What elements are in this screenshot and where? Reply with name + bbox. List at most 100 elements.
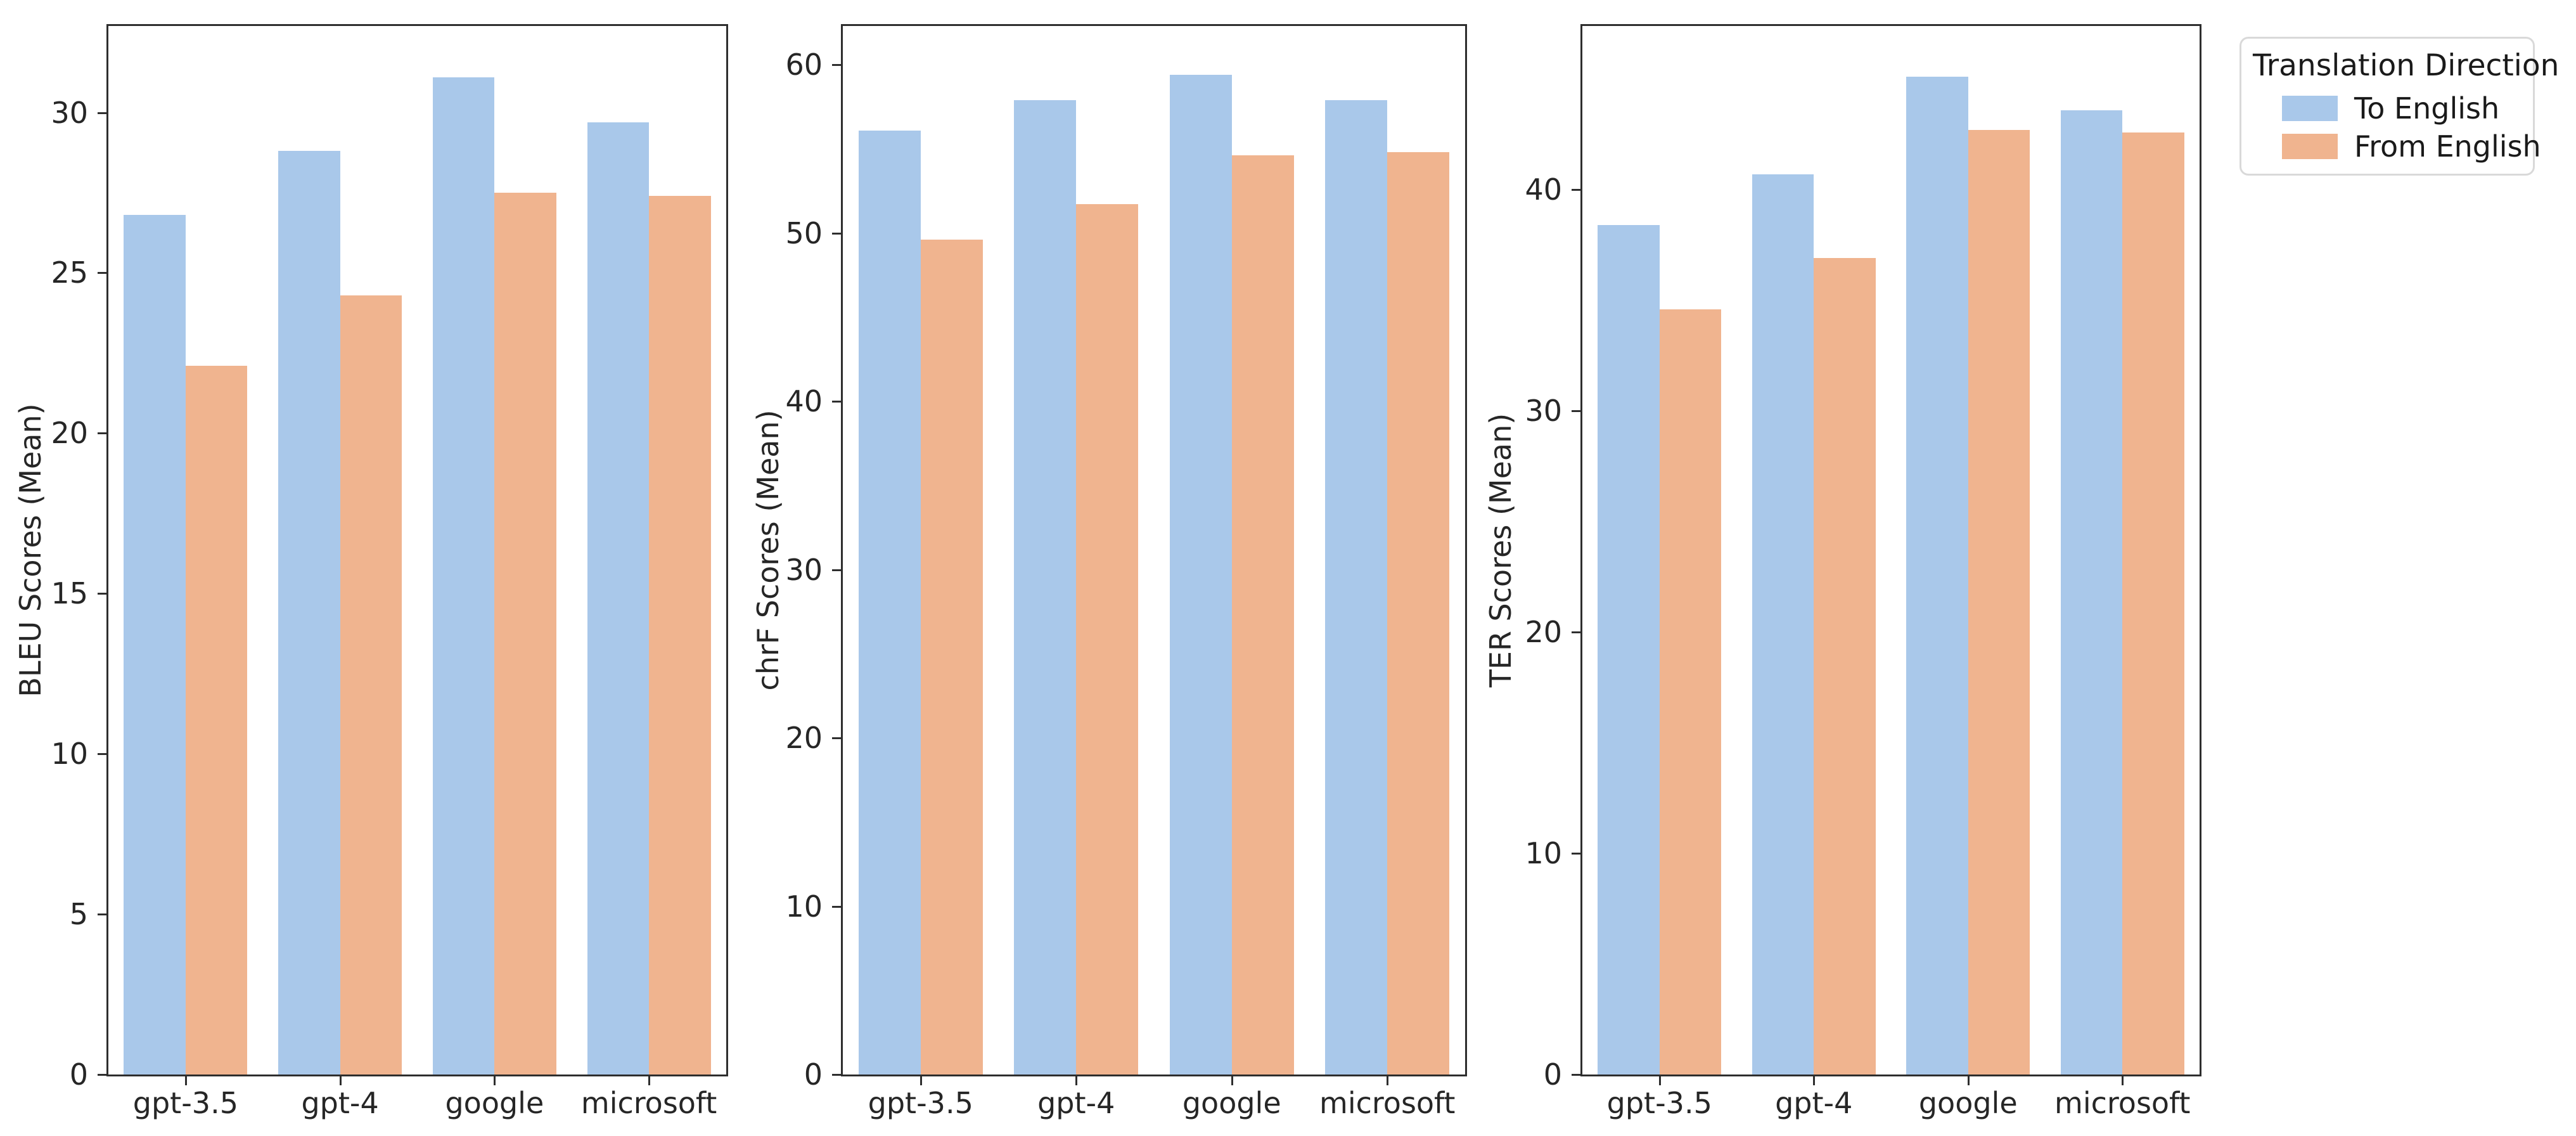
x-axis-tick [1658,1076,1661,1085]
bar-to-english-microsoft [587,122,650,1075]
y-axis-tick [98,593,106,595]
y-axis-label-bleu: BLEU Scores (Mean) [13,403,48,697]
y-axis-tick [1572,631,1580,634]
y-axis-tick [832,905,841,908]
x-axis-category-label: microsoft [1319,1086,1456,1120]
y-axis-tick-label: 20 [1525,615,1562,650]
y-axis-tick-label: 10 [785,889,823,924]
bar-from-english-microsoft [2122,132,2184,1075]
y-axis-tick-label: 10 [51,737,88,771]
y-axis-tick-label: 15 [51,576,88,611]
y-axis-tick-label: 50 [785,216,823,250]
y-axis-tick [98,1074,106,1076]
y-axis-tick-label: 30 [51,95,88,130]
x-axis-category-label: gpt-4 [1037,1086,1115,1120]
to-english-swatch-icon [2282,95,2338,121]
bar-to-english-google [1169,75,1232,1075]
y-axis-tick [832,64,841,67]
bar-to-english-gpt-3.5 [124,215,186,1075]
bar-from-english-google [1231,155,1294,1075]
y-axis-tick [832,232,841,235]
y-axis-tick-label: 60 [785,48,823,82]
x-axis-tick [1967,1076,1970,1085]
y-axis-tick-label: 40 [1525,172,1562,207]
x-axis-category-label: microsoft [2054,1086,2191,1120]
x-axis-tick [1231,1076,1233,1085]
y-axis-tick-label: 40 [785,384,823,419]
bar-to-english-gpt-3.5 [858,130,921,1075]
x-axis-tick [339,1076,342,1085]
bleu-bar-chart: 0 5 10 15 20 25 30 gpt-3.5 gpt-4 google microsoft [51,24,728,1118]
x-axis-tick [184,1076,187,1085]
x-axis-tick [1387,1076,1389,1085]
bar-to-english-gpt-4 [1752,174,1814,1075]
y-axis-tick [832,401,841,403]
bar-from-english-google [1968,130,2030,1075]
y-axis-tick [98,753,106,756]
y-axis-tick-label: 0 [1543,1057,1562,1092]
bar-from-english-gpt-3.5 [920,240,983,1075]
bar-to-english-gpt-4 [278,151,340,1075]
bar-from-english-microsoft [649,196,711,1075]
bar-from-english-gpt-4 [1076,204,1139,1075]
y-axis-tick [1572,189,1580,191]
legend-label: From English [2354,129,2541,164]
legend-item-from-english: From English [2253,132,2541,161]
x-axis-category-label: gpt-3.5 [868,1086,973,1120]
bar-to-english-gpt-4 [1014,100,1077,1075]
y-axis-label-chrf: chrF Scores (Mean) [751,410,785,691]
bar-from-english-gpt-4 [1814,258,1876,1075]
x-axis-category-label: gpt-3.5 [1606,1086,1712,1120]
y-axis-tick [98,913,106,916]
y-axis-tick-label: 20 [785,721,823,756]
x-axis-category-label: google [445,1086,544,1120]
y-axis-tick-label: 5 [69,897,88,932]
y-axis-tick-label: 10 [1525,836,1562,871]
x-axis-category-label: google [1918,1086,2018,1120]
y-axis-tick-label: 20 [51,416,88,451]
bar-from-english-gpt-4 [340,295,402,1075]
x-axis-tick [494,1076,496,1085]
y-axis-tick-label: 25 [51,255,88,290]
x-axis-tick [2122,1076,2124,1085]
x-axis-tick [1813,1076,1816,1085]
bar-from-english-microsoft [1387,152,1450,1075]
x-axis-category-label: gpt-4 [1775,1086,1853,1120]
bar-to-english-gpt-3.5 [1598,225,1660,1075]
y-axis-tick [1572,853,1580,855]
y-axis-tick-label: 0 [69,1057,88,1092]
x-axis-category-label: google [1182,1086,1281,1120]
y-axis-tick [832,569,841,571]
x-axis-category-label: microsoft [580,1086,717,1120]
y-axis-tick [98,272,106,274]
y-axis-tick [1572,1074,1580,1076]
legend: Translation Direction To English From En… [2240,37,2560,176]
x-axis-tick [1075,1076,1078,1085]
y-axis-tick [832,737,841,740]
bar-to-english-google [1906,77,1968,1075]
y-axis-tick-label: 30 [1525,394,1562,429]
x-axis-tick [648,1076,651,1085]
bar-from-english-google [494,193,556,1075]
bar-from-english-gpt-3.5 [1659,309,1722,1075]
y-axis-tick-label: 0 [804,1057,823,1092]
legend-title: Translation Direction [2253,48,2560,83]
from-english-swatch-icon [2282,133,2338,159]
bar-to-english-google [432,77,495,1075]
bar-to-english-microsoft [1325,100,1388,1075]
chrf-bar-chart: 0 10 20 30 40 50 60 gpt-3.5 gpt-4 google microsoft [785,24,1467,1118]
y-axis-tick [98,432,106,435]
x-axis-category-label: gpt-3.5 [132,1086,238,1120]
x-axis-category-label: gpt-4 [301,1086,379,1120]
y-axis-tick [832,1074,841,1076]
ter-bar-chart: 0 10 20 30 40 gpt-3.5 gpt-4 google microsoft [1525,24,2201,1118]
y-axis-tick [98,112,106,114]
legend-item-to-english: To English [2253,94,2522,123]
bar-to-english-microsoft [2060,110,2123,1075]
y-axis-tick [1572,410,1580,413]
y-axis-tick-label: 30 [785,552,823,587]
legend-label: To English [2354,91,2500,126]
bar-from-english-gpt-3.5 [185,366,248,1075]
y-axis-label-ter: TER Scores (Mean) [1483,413,1518,688]
